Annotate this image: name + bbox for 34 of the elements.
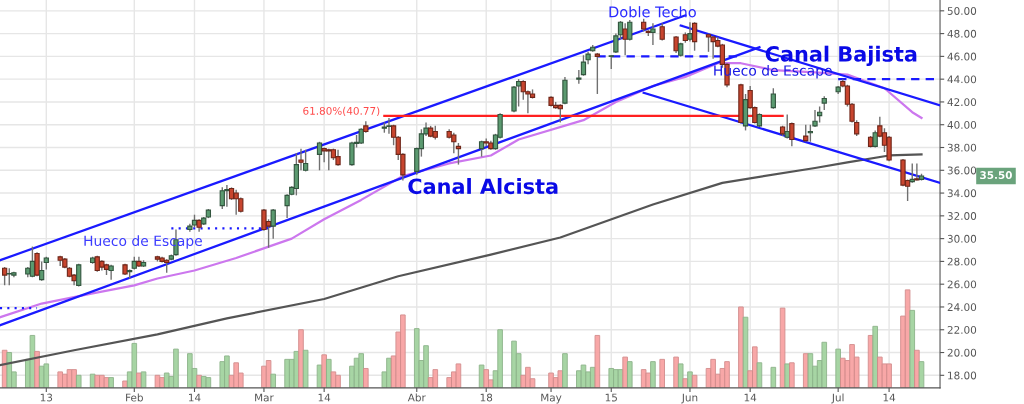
x-tick-label: 14 [189, 393, 201, 402]
x-tick-label: Feb [126, 393, 143, 402]
y-tick-label: 34.00 [947, 189, 977, 198]
y-tick-label: 28.00 [947, 257, 977, 266]
x-tick-label: 14 [318, 393, 331, 402]
y-tick-label: 32.00 [947, 212, 977, 220]
y-tick-label: 42.00 [947, 98, 977, 107]
x-tick-label: 15 [605, 393, 617, 402]
x-tick-label: 18 [480, 393, 493, 402]
x-tick-label: May [541, 393, 562, 404]
y-tick-label: 26.00 [947, 280, 977, 289]
y-tick-label: 46.00 [947, 52, 977, 61]
y-tick-label: 20.00 [947, 348, 977, 357]
y-tick-label: 50.00 [947, 7, 977, 15]
x-tick-label: 14 [883, 393, 896, 402]
text: 35.50 [980, 171, 1012, 179]
x-tick-label: Mar [255, 393, 274, 402]
annotation: Doble Techo [609, 6, 696, 18]
annotation: Canal Alcista [408, 178, 558, 195]
x-tick-label: Abr [407, 393, 426, 402]
y-tick-label: 30.00 [947, 234, 977, 243]
y-tick-label: 48.00 [947, 29, 977, 38]
y-tick-label: 38.00 [947, 143, 977, 152]
x-tick-label: Jun [681, 393, 698, 404]
x-tick-label: 14 [744, 393, 757, 402]
annotation: 61.80%(40.77) [303, 106, 380, 117]
y-tick-label: 22.00 [947, 325, 977, 334]
y-tick-label: 36.00 [947, 166, 977, 175]
y-tick-label: 18.00 [948, 371, 977, 380]
y-tick-label: 44.00 [947, 75, 977, 84]
y-tick-label: 24.00 [947, 303, 977, 312]
x-tick-label: 13 [40, 393, 53, 402]
x-tick-label: Jul [831, 393, 844, 404]
y-tick-label: 40.00 [947, 120, 977, 129]
